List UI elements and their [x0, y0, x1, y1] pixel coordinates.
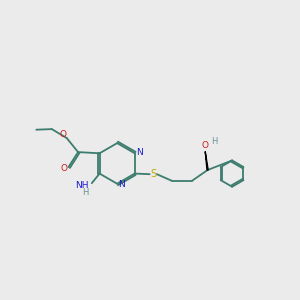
Text: O: O [201, 141, 208, 150]
Text: S: S [150, 169, 156, 179]
Text: N: N [118, 180, 125, 189]
Text: N: N [136, 148, 143, 157]
Text: H: H [82, 188, 88, 196]
Text: O: O [61, 164, 68, 173]
Text: H: H [211, 137, 217, 146]
Polygon shape [205, 152, 208, 170]
Text: NH: NH [75, 181, 88, 190]
Text: O: O [59, 130, 66, 139]
